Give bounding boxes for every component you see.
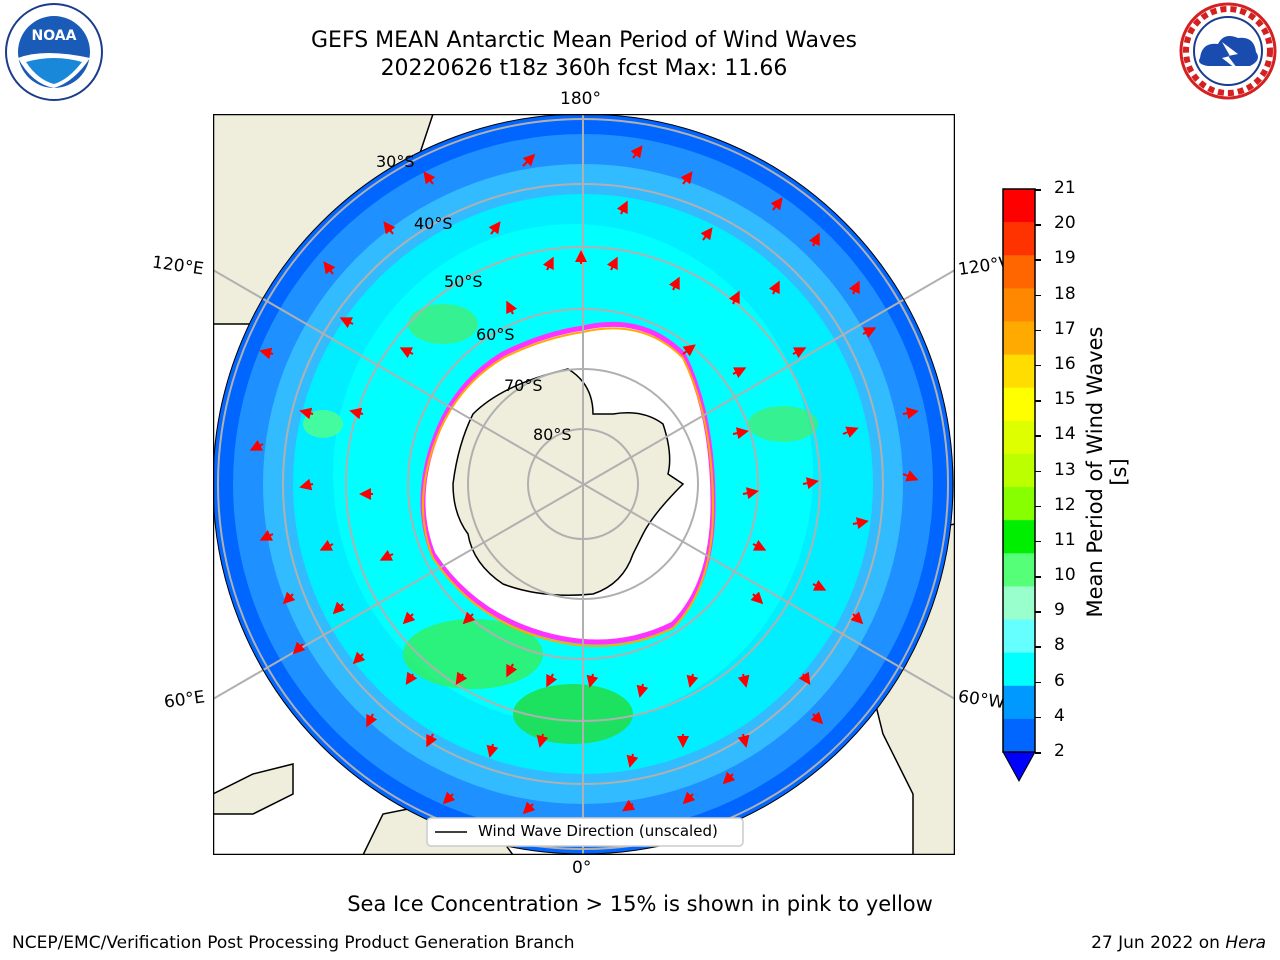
- date-text: 27 Jun 2022 on Hera: [1091, 933, 1266, 953]
- colorbar-block: [1003, 487, 1035, 521]
- colorbar-tick-mark: [1035, 716, 1041, 719]
- colorbar-block: [1003, 354, 1035, 389]
- colorbar-tick-label: 21: [1054, 178, 1076, 198]
- colorbar-block: [1003, 685, 1035, 720]
- colorbar-tick-mark: [1035, 435, 1041, 437]
- legend-label: Wind Wave Direction (unscaled): [478, 822, 718, 840]
- colorbar: [1002, 188, 1036, 783]
- wind-wave-arrows: [249, 145, 919, 815]
- colorbar-extend-triangle: [1002, 751, 1036, 783]
- colorbar-block: [1003, 553, 1035, 587]
- colorbar-tick-label: 20: [1054, 213, 1076, 234]
- chart-title-line2: 20220626 t18z 360h fcst Max: 11.66: [380, 56, 788, 81]
- colorbar-tick-label: 16: [1054, 353, 1076, 374]
- colorbar-tick-mark: [1035, 540, 1041, 543]
- date-label: 27 Jun 2022 on: [1091, 933, 1220, 953]
- colorbar-block: [1003, 255, 1035, 289]
- colorbar-tick-label: 6: [1054, 670, 1065, 691]
- chart-title-line1: GEFS MEAN Antarctic Mean Period of Wind …: [311, 28, 857, 53]
- colorbar-tick-mark: [1035, 224, 1041, 226]
- lat-label-40s: 40°S: [414, 214, 453, 233]
- madagascar-landmass: [213, 763, 294, 815]
- colorbar-tick-label: 17: [1054, 318, 1076, 339]
- colorbar-tick-label: 4: [1054, 705, 1065, 726]
- colorbar-tick-mark: [1035, 470, 1041, 472]
- colorbar-tick-mark: [1035, 681, 1041, 684]
- colorbar-block: [1003, 453, 1035, 488]
- colorbar-block: [1003, 222, 1035, 256]
- colorbar-block: [1003, 586, 1035, 621]
- colorbar-tick-mark: [1035, 400, 1041, 402]
- colorbar-block: [1003, 387, 1035, 422]
- noaa-logo-text: NOAA: [32, 28, 77, 44]
- colorbar-tick-mark: [1035, 329, 1041, 332]
- lon-label-lower-right: 60°W: [956, 686, 1007, 714]
- map-legend: [426, 817, 744, 847]
- colorbar-tick-label: 12: [1054, 494, 1076, 515]
- colorbar-block: [1003, 718, 1035, 753]
- colorbar-tick-mark: [1035, 505, 1041, 508]
- colorbar-tick-mark: [1035, 294, 1041, 297]
- colorbar-tick-label: 19: [1054, 248, 1076, 269]
- antarctica-landmass: [452, 368, 685, 596]
- polar-map: [213, 114, 955, 855]
- colorbar-tick-mark: [1035, 259, 1041, 261]
- lon-label-upper-left: 120°E: [150, 252, 205, 280]
- colorbar-label: Mean Period of Wind Waves [s]: [1083, 326, 1131, 618]
- colorbar-tick-label: 8: [1054, 635, 1065, 656]
- colorbar-tick-mark: [1035, 189, 1041, 191]
- lon-label-lower-left: 60°E: [162, 687, 207, 713]
- colorbar-tick-mark: [1035, 576, 1041, 578]
- colorbar-block: [1003, 619, 1035, 654]
- noaa-logo: NOAA: [5, 3, 103, 101]
- colorbar-tick-label: 9: [1054, 600, 1065, 621]
- colorbar-tick-mark: [1035, 364, 1041, 367]
- colorbar-tick-label: 15: [1054, 389, 1076, 410]
- colorbar-tick-label: 13: [1054, 459, 1076, 480]
- colorbar-block: [1003, 189, 1035, 223]
- colorbar-tick-label: 14: [1054, 424, 1076, 445]
- colorbar-tick-mark: [1035, 752, 1041, 754]
- colorbar-block: [1003, 288, 1035, 322]
- lat-label-50s: 50°S: [444, 272, 483, 291]
- colorbar-tick-label: 18: [1054, 283, 1076, 304]
- lat-label-80s: 80°S: [533, 425, 572, 444]
- machine-name: Hera: [1225, 933, 1266, 953]
- colorbar-tick-label: 2: [1054, 741, 1065, 761]
- colorbar-block: [1003, 520, 1035, 554]
- colorbar-tick-mark: [1035, 611, 1041, 613]
- credit-text: NCEP/EMC/Verification Post Processing Pr…: [12, 933, 575, 953]
- colorbar-tick-label: 11: [1054, 529, 1076, 550]
- colorbar-block: [1003, 321, 1035, 356]
- lat-label-70s: 70°S: [504, 376, 543, 395]
- lon-label-bottom: 0°: [572, 858, 592, 878]
- lat-label-30s: 30°S: [376, 152, 415, 171]
- colorbar-tick-mark: [1035, 646, 1041, 648]
- lat-label-60s: 60°S: [476, 325, 515, 344]
- colorbar-block: [1003, 652, 1035, 687]
- lon-label-top: 180°: [560, 89, 601, 109]
- nws-logo: [1179, 2, 1277, 100]
- sea-ice-note: Sea Ice Concentration > 15% is shown in …: [347, 892, 933, 916]
- colorbar-tick-label: 10: [1054, 565, 1076, 586]
- colorbar-block: [1003, 420, 1035, 455]
